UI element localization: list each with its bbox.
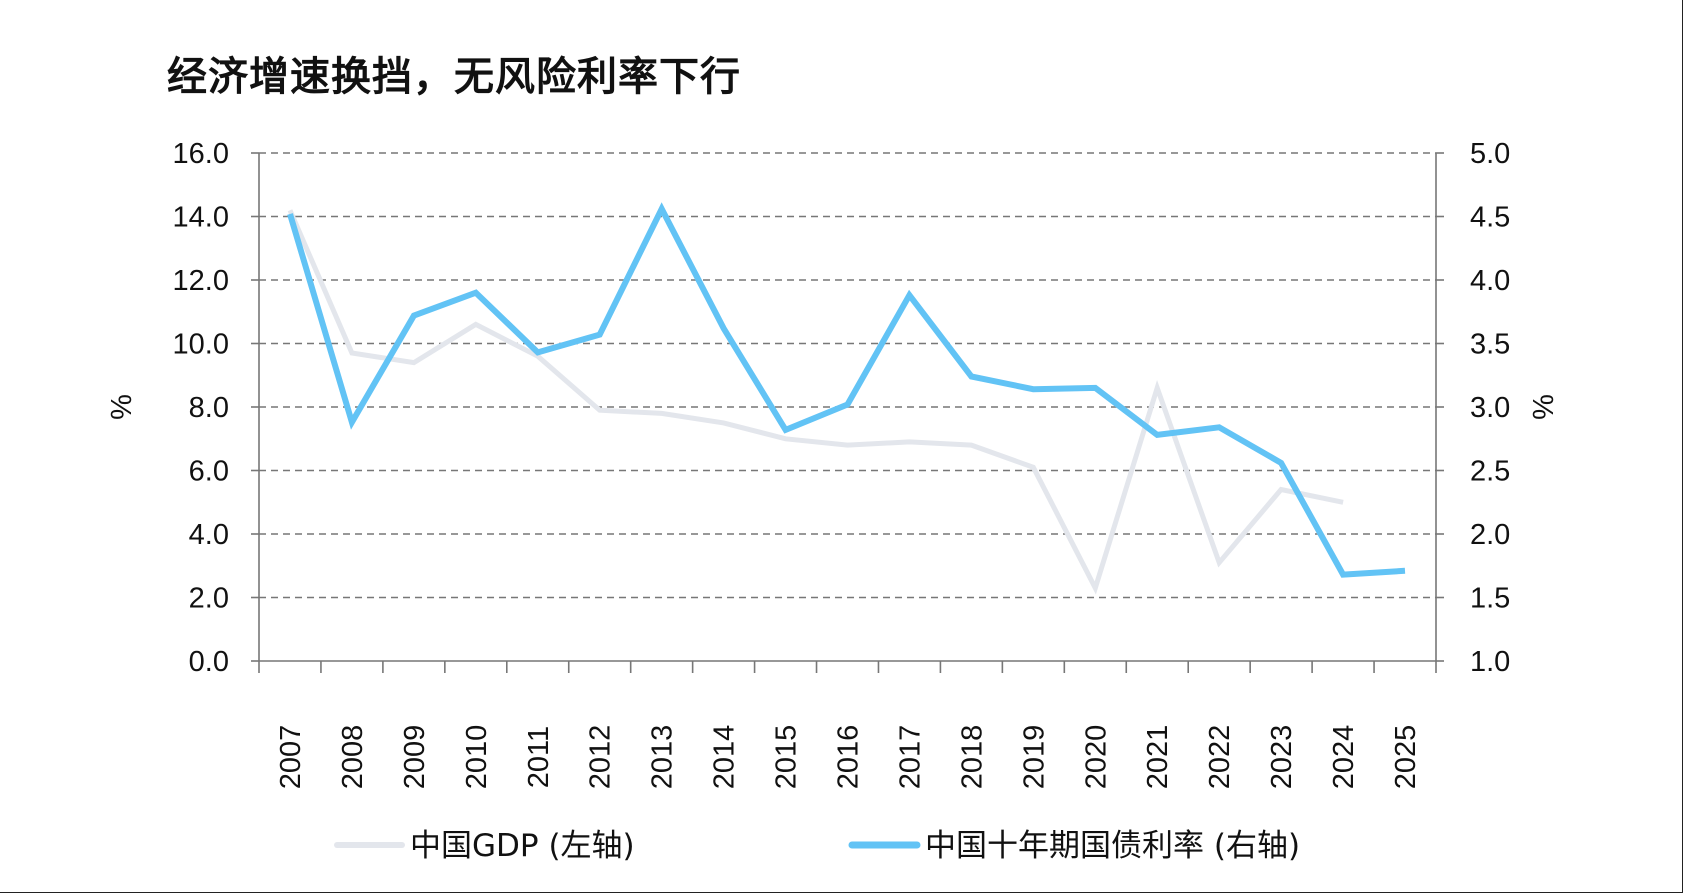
right-tick-label: 1.0 [1470,646,1510,678]
series-lines [287,202,1406,595]
x-tick-label: 2017 [894,725,926,790]
x-tick-label: 2021 [1142,725,1174,790]
left-tick-label: 10.0 [173,329,229,361]
left-tick-label: 2.0 [189,583,229,615]
x-tick-label: 2013 [647,725,679,790]
right-tick-label: 3.5 [1470,329,1510,361]
right-tick-label: 4.5 [1470,202,1510,234]
left-tick-label: 12.0 [173,265,229,297]
x-tick-label: 2011 [523,726,555,788]
left-tick-label: 0.0 [189,646,229,678]
x-tick-label: 2012 [585,725,617,790]
x-tick-label: 2014 [709,725,741,790]
left-tick-label: 8.0 [189,392,229,424]
x-tick-label: 2022 [1204,725,1236,790]
x-tick-label: 2010 [461,725,493,790]
x-tick-label: 2015 [771,725,803,790]
left-tick-label: 4.0 [189,519,229,551]
left-tick-label: 14.0 [173,202,229,234]
series-line-yield [287,202,1406,578]
legend-label: 中国十年期国债利率 (右轴) [925,828,1300,864]
right-tick-label: 4.0 [1470,265,1510,297]
left-tick-label: 6.0 [189,456,229,488]
x-tick-label: 2008 [337,725,369,790]
right-axis-label: % [1528,394,1560,420]
x-tick-label: 2019 [1018,725,1050,790]
x-tick-label: 2016 [833,725,865,790]
x-tick-label: 2018 [956,725,988,790]
x-tick-label: 2024 [1328,725,1360,790]
right-tick-label: 2.0 [1470,519,1510,551]
chart-title: 经济增速换挡，无风险利率下行 [167,54,741,100]
right-tick-label: 1.5 [1470,583,1510,615]
x-tick-label: 2020 [1080,725,1112,790]
left-axis-label: % [106,394,138,420]
series-line-gdp [287,209,1344,595]
right-tick-label: 2.5 [1470,456,1510,488]
x-tick-label: 2009 [399,725,431,790]
x-tick-label: 2023 [1266,725,1298,790]
axes: 0.0 2.0 4.0 6.0 8.0 10.0 12.0 14.0 16.0 1.0 1.5 2.0… [106,138,1560,789]
right-tick-label: 3.0 [1470,392,1510,424]
left-tick-label: 16.0 [173,138,229,170]
legend: 中国GDP (左轴) 中国十年期国债利率 (右轴) [334,828,1300,864]
x-tick-label: 2007 [275,725,307,790]
x-tick-label: 2025 [1390,725,1422,790]
legend-label: 中国GDP (左轴) [410,828,635,864]
right-tick-label: 5.0 [1470,138,1510,170]
gridlines [259,152,1436,599]
